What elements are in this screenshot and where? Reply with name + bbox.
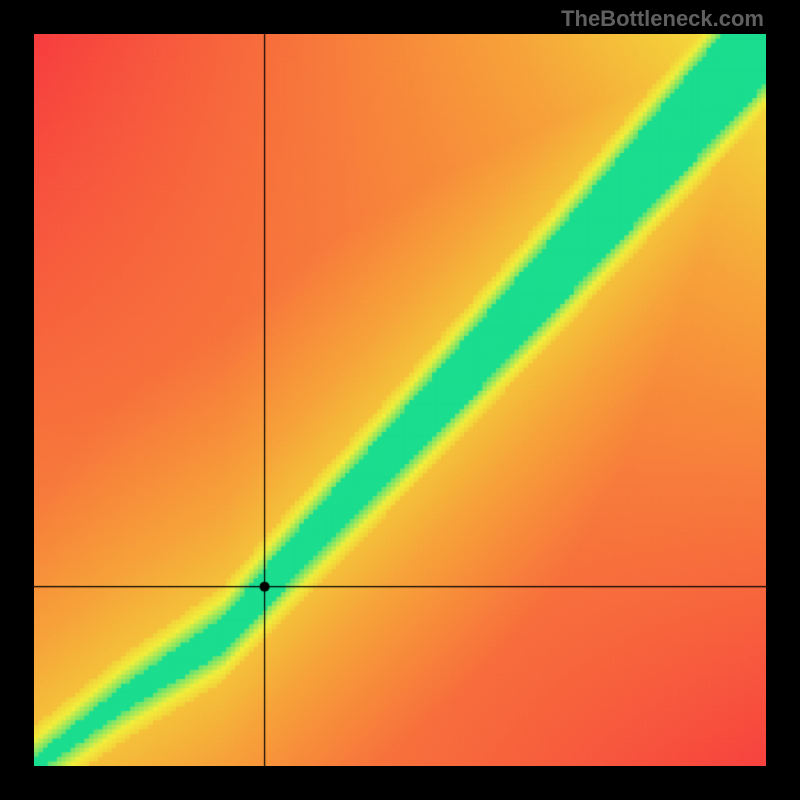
- crosshair-overlay: [34, 34, 766, 766]
- watermark-text: TheBottleneck.com: [561, 6, 764, 32]
- heatmap-chart: [34, 34, 766, 766]
